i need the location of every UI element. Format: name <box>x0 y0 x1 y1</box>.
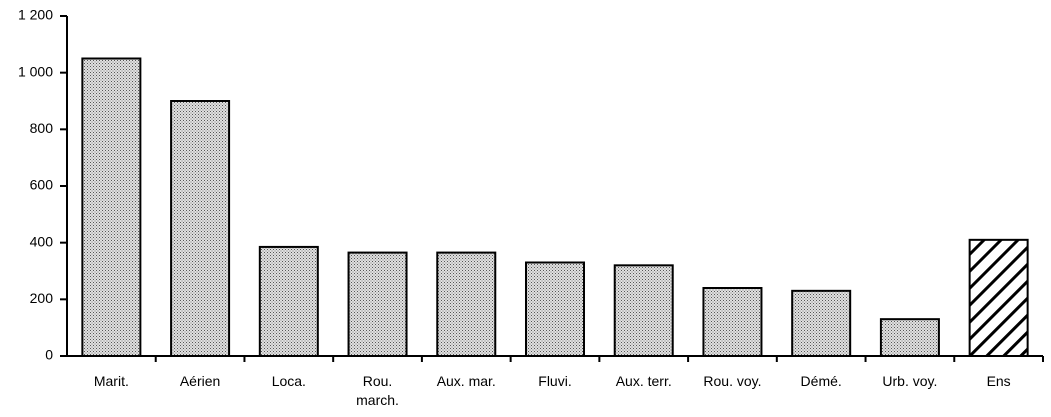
y-tick-label: 1 200 <box>18 7 53 23</box>
bar <box>81 57 142 357</box>
x-tick-label: Rou. march. <box>356 373 399 408</box>
bar <box>525 261 585 357</box>
y-tick-label: 800 <box>30 120 54 136</box>
x-tick-label: Ens <box>986 373 1011 389</box>
bar <box>170 100 231 357</box>
x-tick-label: Aux. terr. <box>615 373 672 389</box>
x-tick-label: Rou. voy. <box>703 373 762 389</box>
bar <box>258 245 319 358</box>
y-tick-label: 600 <box>30 177 54 193</box>
bar <box>347 251 408 357</box>
y-tick-label: 0 <box>45 347 53 363</box>
x-tick-label: Urb. voy. <box>882 373 938 389</box>
x-tick-label: Démé. <box>800 373 842 389</box>
bar <box>791 289 852 358</box>
x-tick-label: Fluvi. <box>538 373 572 389</box>
bar <box>436 251 497 357</box>
x-tick-label: Loca. <box>271 373 306 389</box>
x-tick-label: Aux. mar. <box>436 373 496 389</box>
y-tick-label: 400 <box>30 233 54 249</box>
x-tick-label: Aérien <box>179 373 221 389</box>
bar <box>702 287 763 357</box>
bar <box>968 238 1029 357</box>
bar <box>879 318 940 357</box>
bar <box>613 264 674 358</box>
y-tick-label: 1 000 <box>18 63 53 79</box>
x-tick-label: Marit. <box>93 373 129 389</box>
y-tick-label: 200 <box>30 290 54 306</box>
